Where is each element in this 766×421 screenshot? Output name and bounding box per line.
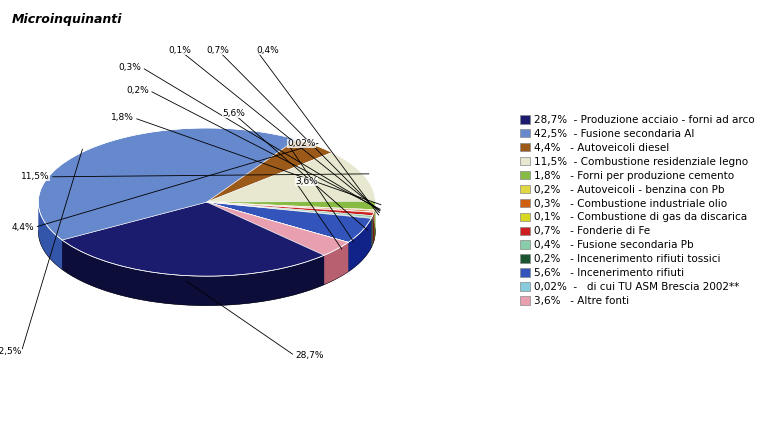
Polygon shape [207,202,349,242]
Legend: 28,7%  - Produzione acciaio - forni ad arco, 42,5%  - Fusione secondaria Al, 4,4: 28,7% - Produzione acciaio - forni ad ar… [518,113,757,308]
Polygon shape [207,202,372,218]
Text: Microinquinanti: Microinquinanti [11,13,122,26]
Text: 0,1%: 0,1% [169,46,192,55]
Polygon shape [207,202,374,216]
Text: 0,7%: 0,7% [207,46,230,55]
Polygon shape [207,152,375,202]
Text: 0,3%: 0,3% [119,63,142,72]
Polygon shape [38,128,296,240]
Text: 11,5%: 11,5% [21,172,50,181]
Polygon shape [207,139,332,202]
Text: 28,7%: 28,7% [295,351,323,360]
Polygon shape [324,242,349,285]
Polygon shape [207,202,375,210]
Polygon shape [207,202,372,242]
Polygon shape [207,202,372,218]
Polygon shape [207,202,349,255]
Text: 5,6%: 5,6% [222,109,245,118]
Polygon shape [207,202,375,212]
Polygon shape [38,202,62,269]
Ellipse shape [38,157,375,306]
Polygon shape [62,240,324,306]
Polygon shape [62,202,324,276]
Polygon shape [207,201,375,210]
Text: 1,8%: 1,8% [111,113,134,123]
Polygon shape [349,218,372,272]
Polygon shape [372,213,374,245]
Text: 3,6%: 3,6% [295,176,318,186]
Text: 42,5%: 42,5% [0,347,21,356]
Text: 4,4%: 4,4% [11,223,34,232]
Text: 0,4%: 0,4% [257,46,280,55]
Text: 0,2%: 0,2% [126,86,149,95]
Text: 0,02%: 0,02% [287,139,316,148]
Polygon shape [207,202,374,213]
